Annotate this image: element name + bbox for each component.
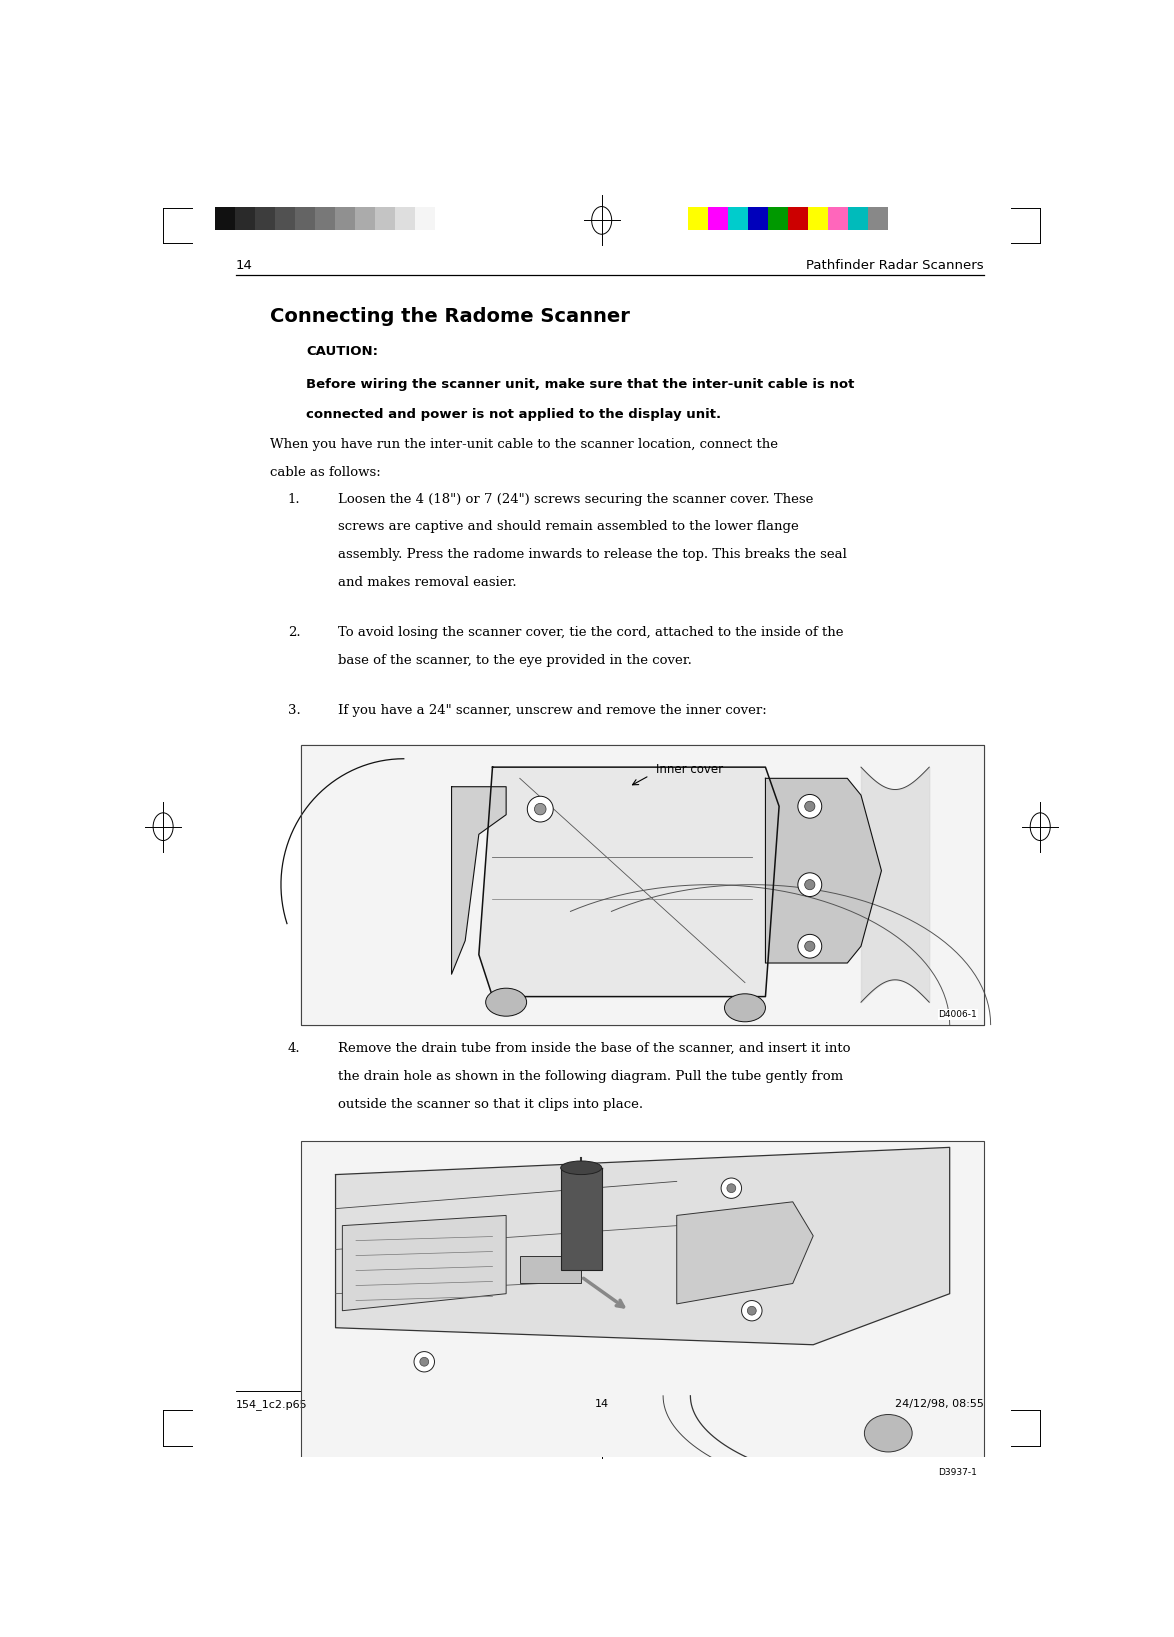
Text: CAUTION:: CAUTION: [306, 345, 378, 359]
Text: If you have a 24" scanner, unscrew and remove the inner cover:: If you have a 24" scanner, unscrew and r… [338, 704, 767, 717]
Bar [302, 1141, 984, 1481]
Polygon shape [765, 778, 882, 963]
Ellipse shape [420, 1357, 429, 1367]
Bar [688, 208, 708, 229]
Text: outside the scanner so that it clips into place.: outside the scanner so that it clips int… [338, 1098, 643, 1110]
Ellipse shape [804, 941, 815, 951]
Ellipse shape [798, 935, 822, 958]
Ellipse shape [724, 994, 765, 1021]
Text: Inner cover: Inner cover [656, 763, 723, 776]
Bar [302, 745, 984, 1025]
Text: 14: 14 [594, 1400, 609, 1409]
Bar [416, 208, 436, 229]
Ellipse shape [721, 1179, 742, 1198]
Bar [255, 208, 275, 229]
Text: D3937-1: D3937-1 [938, 1468, 977, 1478]
Ellipse shape [534, 804, 546, 815]
Ellipse shape [486, 989, 527, 1017]
Bar [302, 1141, 984, 1481]
Polygon shape [676, 1202, 814, 1305]
Polygon shape [479, 768, 780, 997]
Text: Before wiring the scanner unit, make sure that the inter-unit cable is not: Before wiring the scanner unit, make sur… [306, 378, 855, 391]
Bar [215, 208, 235, 229]
Text: Loosen the 4 (18") or 7 (24") screws securing the scanner cover. These: Loosen the 4 (18") or 7 (24") screws sec… [338, 493, 814, 506]
Bar [849, 208, 869, 229]
Ellipse shape [727, 1184, 736, 1193]
Text: screws are captive and should remain assembled to the lower flange: screws are captive and should remain ass… [338, 521, 798, 534]
Bar [315, 208, 335, 229]
Text: 3.: 3. [288, 704, 301, 717]
Text: When you have run the inter-unit cable to the scanner location, connect the: When you have run the inter-unit cable t… [270, 439, 777, 452]
Bar [396, 208, 416, 229]
Text: Remove the drain tube from inside the base of the scanner, and insert it into: Remove the drain tube from inside the ba… [338, 1043, 850, 1056]
Ellipse shape [561, 1161, 602, 1175]
Bar [788, 208, 808, 229]
Text: 2.: 2. [288, 627, 301, 640]
Ellipse shape [742, 1300, 762, 1321]
Bar [748, 208, 768, 229]
Text: 4.: 4. [288, 1043, 301, 1056]
Bar [295, 208, 315, 229]
Bar [869, 208, 889, 229]
Bar [708, 208, 728, 229]
Ellipse shape [748, 1306, 756, 1315]
Text: cable as follows:: cable as follows: [270, 467, 380, 480]
Polygon shape [452, 787, 506, 974]
Text: connected and power is not applied to the display unit.: connected and power is not applied to th… [306, 408, 721, 421]
Text: 154_1c2.p65: 154_1c2.p65 [236, 1400, 308, 1409]
Bar [808, 208, 828, 229]
Bar [828, 208, 849, 229]
Ellipse shape [864, 1414, 912, 1452]
Text: To avoid losing the scanner cover, tie the cord, attached to the inside of the: To avoid losing the scanner cover, tie t… [338, 627, 843, 640]
Text: the drain hole as shown in the following diagram. Pull the tube gently from: the drain hole as shown in the following… [338, 1071, 843, 1084]
Bar [355, 208, 376, 229]
Ellipse shape [798, 873, 822, 897]
Bar [302, 745, 984, 1025]
Text: assembly. Press the radome inwards to release the top. This breaks the seal: assembly. Press the radome inwards to re… [338, 548, 846, 561]
Polygon shape [561, 1167, 602, 1270]
Ellipse shape [527, 796, 553, 822]
Bar [275, 208, 295, 229]
Bar [302, 745, 984, 1025]
Polygon shape [343, 1215, 506, 1311]
Bar [335, 208, 355, 229]
Bar [376, 208, 396, 229]
Ellipse shape [414, 1352, 434, 1372]
Ellipse shape [798, 794, 822, 818]
Ellipse shape [804, 879, 815, 891]
Text: base of the scanner, to the eye provided in the cover.: base of the scanner, to the eye provided… [338, 655, 691, 666]
Text: 14: 14 [236, 259, 252, 272]
Bar [768, 208, 788, 229]
Ellipse shape [804, 800, 815, 812]
Text: 1.: 1. [288, 493, 301, 506]
Text: and makes removal easier.: and makes removal easier. [338, 576, 517, 589]
Text: Connecting the Radome Scanner: Connecting the Radome Scanner [270, 308, 629, 326]
Text: 24/12/98, 08:55: 24/12/98, 08:55 [895, 1400, 984, 1409]
Bar [235, 208, 255, 229]
Bar [520, 1256, 581, 1283]
Polygon shape [336, 1148, 950, 1344]
Bar [728, 208, 748, 229]
Text: D4006-1: D4006-1 [938, 1010, 977, 1018]
Text: Pathfinder Radar Scanners: Pathfinder Radar Scanners [807, 259, 984, 272]
